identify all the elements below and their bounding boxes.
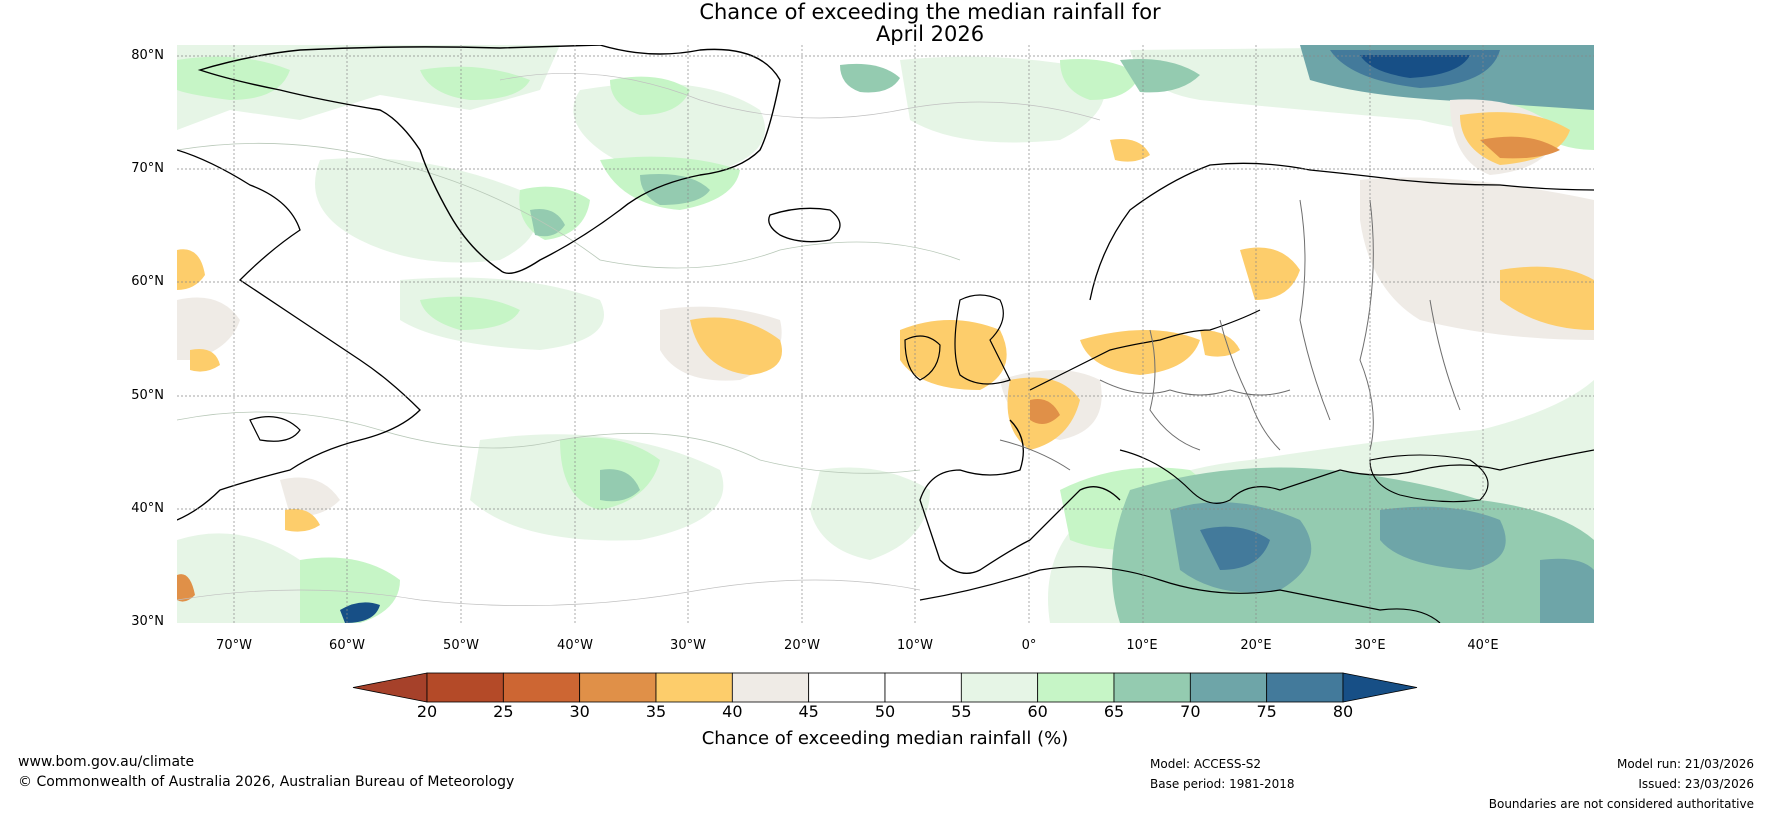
- colorbar-tick-45: 45: [798, 702, 819, 721]
- colorbar-title: Chance of exceeding median rainfall (%): [701, 728, 1069, 749]
- footer-disclaimer: Boundaries are not considered authoritat…: [1488, 797, 1754, 811]
- footer-url: www.bom.gov.au/climate: [18, 754, 195, 770]
- colorbar-arrow-high: [1342, 672, 1418, 703]
- colorbar-tick-20: 20: [416, 702, 438, 721]
- footer-base-period: Base period: 1981-2018: [1150, 777, 1295, 791]
- colorbar-tick-80: 80: [1332, 702, 1354, 721]
- lon-label-70w: 70°W: [216, 638, 252, 653]
- colorbar-segment-75-80: [1266, 672, 1344, 703]
- footer-model-run: Model run: 21/03/2026: [1616, 757, 1754, 771]
- colorbar-tick-25: 25: [493, 702, 514, 721]
- lon-label-0: 0°: [1021, 638, 1037, 653]
- lon-label-20e: 20°E: [1240, 638, 1272, 653]
- lon-label-10w: 10°W: [897, 638, 933, 653]
- lat-label-80n: 80°N: [131, 48, 164, 63]
- colorbar-segment-30-35: [579, 672, 657, 703]
- colorbar-tick-60: 60: [1027, 702, 1048, 721]
- map-title-line1: Chance of exceeding the median rainfall …: [699, 0, 1161, 24]
- colorbar-segment-25-30: [502, 672, 581, 703]
- colorbar-arrow-low: [352, 672, 428, 703]
- colorbar-segment-70-75: [1189, 672, 1268, 703]
- colorbar-segment-35-40: [655, 672, 733, 703]
- colorbar-tick-55: 55: [951, 702, 972, 721]
- colorbar-segment-40-45: [731, 672, 810, 703]
- lon-label-10e: 10°E: [1126, 638, 1158, 653]
- north-america-coastline: [177, 149, 421, 521]
- lon-label-40w: 40°W: [557, 638, 593, 653]
- colorbar-tick-35: 35: [645, 702, 667, 721]
- colorbar-segment-50-55: [884, 672, 962, 703]
- colorbar-segment-65-70: [1113, 672, 1191, 703]
- colorbar-tick-75: 75: [1256, 702, 1277, 721]
- colorbar-segment-60-65: [1037, 672, 1115, 703]
- colorbar-segment-45-50: [808, 672, 886, 703]
- iberia-coastline: [919, 419, 1121, 574]
- colorbar-tick-65: 65: [1103, 702, 1125, 721]
- map-title-line2: April 2026: [875, 22, 985, 46]
- lon-label-20w: 20°W: [784, 638, 820, 653]
- britain-coastline: [954, 294, 1011, 385]
- scandinavia-coastline: [1089, 162, 1594, 301]
- lat-label-30n: 30°N: [131, 614, 164, 629]
- lat-label-70n: 70°N: [131, 161, 164, 176]
- lat-label-50n: 50°N: [131, 388, 164, 403]
- lon-label-40e: 40°E: [1467, 638, 1499, 653]
- colorbar-tick-70: 70: [1180, 702, 1201, 721]
- lon-label-30w: 30°W: [670, 638, 706, 653]
- footer-issued: Issued: 23/03/2026: [1638, 777, 1754, 791]
- north-africa-coastline: [919, 566, 1441, 623]
- greenland-coastline: [197, 45, 781, 274]
- lon-label-30e: 30°E: [1354, 638, 1386, 653]
- colorbar-tick-30: 30: [569, 702, 590, 721]
- colorbar-tick-50: 50: [874, 702, 896, 721]
- ireland-coastline: [904, 335, 941, 381]
- lon-label-50w: 50°W: [443, 638, 479, 653]
- iceland-coastline: [768, 207, 841, 243]
- colorbar-tick-40: 40: [722, 702, 743, 721]
- lat-label-60n: 60°N: [131, 274, 164, 289]
- colorbar: [352, 672, 1418, 703]
- footer-copyright: © Commonwealth of Australia 2026, Austra…: [18, 774, 515, 790]
- colorbar-segment-20-25: [426, 672, 504, 703]
- rainfall-probability-field: [177, 45, 1594, 623]
- footer-model: Model: ACCESS-S2: [1150, 757, 1262, 771]
- colorbar-segment-55-60: [960, 672, 1039, 703]
- lon-label-60w: 60°W: [329, 638, 365, 653]
- mediterranean-north-coastline: [1119, 449, 1594, 504]
- black-sea-coastline: [1369, 454, 1489, 503]
- lat-label-40n: 40°N: [131, 501, 164, 516]
- map-gridlines: [177, 45, 1594, 623]
